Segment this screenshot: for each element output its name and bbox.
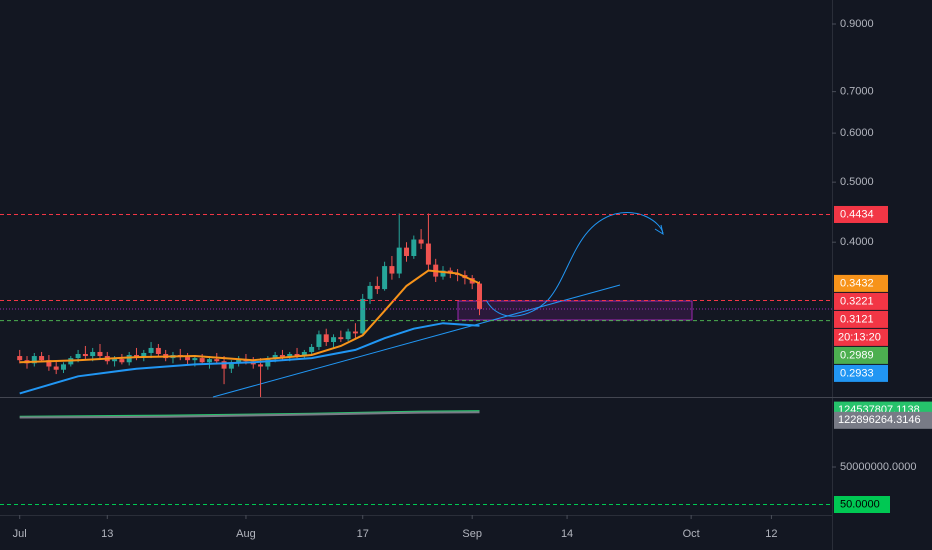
candle-body <box>338 337 344 340</box>
moving-average <box>19 269 480 364</box>
candle-body <box>374 285 380 290</box>
candle-body <box>192 358 198 361</box>
price-label: 0.4434 <box>840 208 874 220</box>
indicator-line <box>19 411 480 419</box>
candle-body <box>31 356 37 364</box>
candle-body <box>126 355 132 363</box>
arrow-head <box>654 224 664 236</box>
candle-body <box>75 353 81 359</box>
indicator-label: 122896264.3146 <box>838 414 921 426</box>
zone-box <box>457 300 693 321</box>
x-tick-label: Oct <box>683 528 700 540</box>
candle-body <box>316 334 322 347</box>
candle-body <box>82 353 88 357</box>
level-label-bg <box>834 495 890 513</box>
x-tick-label: 14 <box>561 528 573 540</box>
y-tick-label: 0.5000 <box>840 176 874 188</box>
candle-body <box>97 351 103 357</box>
candle-body <box>119 359 125 363</box>
price-label: 0.2989 <box>840 349 874 361</box>
candle-body <box>440 270 446 277</box>
price-label-bg <box>834 205 888 223</box>
candle-body <box>258 364 264 367</box>
candle-body <box>221 361 227 369</box>
y-tick-label: 0.7000 <box>840 86 874 98</box>
x-tick-label: 12 <box>765 528 777 540</box>
candle-body <box>236 359 242 364</box>
candle-body <box>323 334 329 343</box>
countdown-bg <box>834 328 888 346</box>
x-tick-label: Aug <box>236 528 256 540</box>
candle-body <box>265 359 271 367</box>
candle-body <box>352 331 358 334</box>
candle-body <box>411 239 417 256</box>
price-label: 0.3432 <box>840 277 874 289</box>
candle-body <box>389 266 395 274</box>
price-label-bg <box>834 310 888 328</box>
price-label-bg <box>834 346 888 364</box>
y-tick-label: 0.9000 <box>840 18 874 30</box>
candle-body <box>17 356 23 361</box>
candle-body <box>301 351 307 357</box>
candle-body <box>404 247 410 256</box>
candle-body <box>53 366 59 370</box>
price-label-bg <box>834 274 888 292</box>
trend-line <box>212 284 621 398</box>
price-label: 0.3121 <box>840 313 874 325</box>
candle-body <box>418 239 424 244</box>
candle-body <box>90 351 96 357</box>
candle-body <box>272 355 278 360</box>
candle-body <box>382 266 388 290</box>
candle-body <box>185 357 191 361</box>
moving-average <box>19 322 480 395</box>
x-tick-label: 17 <box>357 528 369 540</box>
candle-body <box>214 359 220 362</box>
price-label: 0.2933 <box>840 367 874 379</box>
candle-body <box>148 347 154 353</box>
candle-body <box>360 298 366 334</box>
price-label-bg <box>834 364 888 382</box>
candle-body <box>331 337 337 343</box>
candle-body <box>425 243 431 265</box>
x-tick-label: 13 <box>101 528 113 540</box>
candle-body <box>133 355 139 358</box>
candle-body <box>476 283 482 310</box>
candle-body <box>345 331 351 340</box>
candle-body <box>228 363 234 369</box>
y-tick-label: 0.6000 <box>840 127 874 139</box>
price-label: 0.3221 <box>840 295 874 307</box>
candle-body <box>287 353 293 358</box>
price-label-bg <box>834 292 888 310</box>
candle-body <box>155 347 161 354</box>
candle-body <box>199 358 205 363</box>
candle-body <box>141 352 147 358</box>
y-tick-label: 0.4000 <box>840 236 874 248</box>
countdown: 20:13:20 <box>838 331 881 343</box>
x-tick-label: Jul <box>13 528 27 540</box>
candle-body <box>279 355 285 358</box>
y2-tick-label: 50000000.0000 <box>840 461 916 473</box>
candle-body <box>60 364 66 370</box>
candle-body <box>294 353 300 357</box>
indicator-label-bg <box>834 411 932 429</box>
candle-body <box>206 359 212 363</box>
candle-body <box>309 346 315 352</box>
candle-body <box>396 247 402 274</box>
level-label: 50.0000 <box>840 498 880 510</box>
candle-body <box>112 359 118 362</box>
candle-body <box>367 285 373 299</box>
candle-body <box>39 356 45 361</box>
x-tick-label: Sep <box>462 528 482 540</box>
candle-body <box>46 360 52 367</box>
